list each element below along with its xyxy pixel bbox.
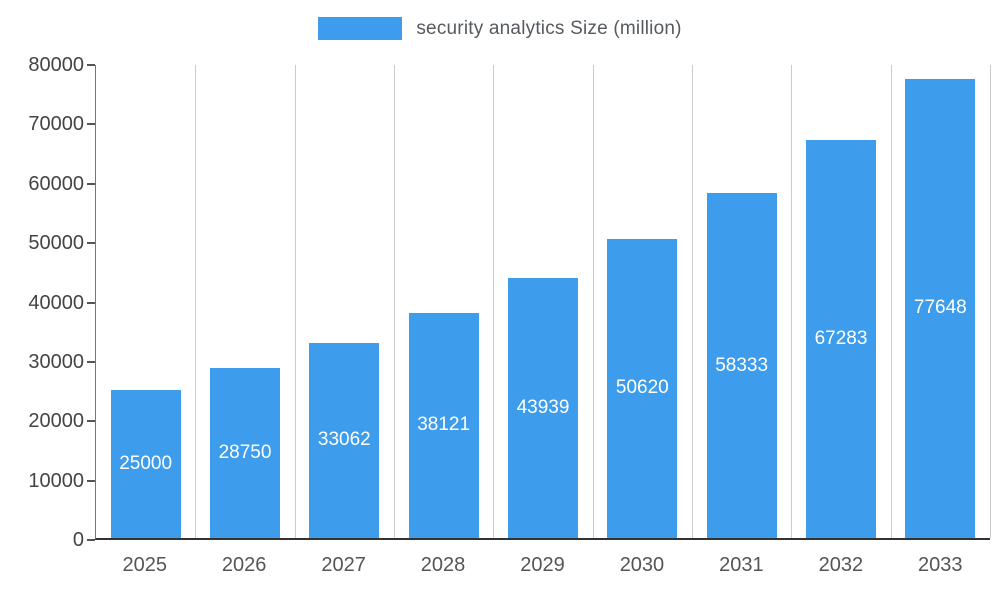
- bar-2025[interactable]: 25000: [110, 390, 181, 538]
- x-tick-label: 2029: [520, 554, 565, 576]
- bar-2028[interactable]: 38121: [408, 312, 479, 538]
- y-tick-label: 40000: [28, 291, 84, 314]
- bar-2026[interactable]: 28750: [209, 368, 280, 538]
- bar-value-label: 25000: [119, 453, 173, 475]
- bar-value-label: 38121: [417, 414, 471, 436]
- y-tick-mark: [87, 420, 95, 423]
- x-tick-label: 2032: [818, 554, 864, 576]
- y-tick-label: 80000: [28, 54, 84, 76]
- vertical-gridline: [990, 65, 991, 538]
- y-tick-label: 30000: [28, 350, 84, 373]
- vertical-gridline: [791, 65, 793, 538]
- vertical-gridline: [493, 65, 495, 538]
- bar-2029[interactable]: 43939: [508, 278, 578, 538]
- bar-value-label: 58333: [715, 354, 769, 376]
- y-tick-label: 60000: [28, 172, 84, 195]
- vertical-gridline: [294, 65, 296, 538]
- y-axis-ticks: [87, 64, 95, 541]
- x-tick-label: 2030: [619, 554, 665, 576]
- y-tick-mark: [87, 539, 95, 541]
- x-tick-label: 2026: [221, 554, 267, 576]
- y-tick-mark: [87, 242, 95, 245]
- bar-2031[interactable]: 58333: [706, 193, 777, 538]
- y-tick-label: 70000: [28, 113, 84, 136]
- y-tick-label: 20000: [28, 410, 84, 433]
- y-tick-mark: [87, 123, 95, 126]
- x-tick-label: 2028: [420, 554, 466, 576]
- legend-label: security analytics Size (million): [416, 17, 682, 39]
- y-tick-mark: [87, 360, 95, 363]
- bar-value-label: 67283: [814, 328, 868, 350]
- bar-value-label: 28750: [218, 442, 272, 463]
- y-tick-mark: [87, 301, 95, 304]
- legend-swatch-icon: [318, 17, 403, 40]
- vertical-gridline: [691, 65, 693, 538]
- vertical-gridline: [592, 65, 594, 538]
- bar-2030[interactable]: 50620: [607, 238, 678, 538]
- y-tick-label: 10000: [28, 469, 84, 492]
- y-tick-label: 0: [72, 529, 84, 551]
- y-tick-label: 50000: [28, 232, 84, 255]
- bar-value-label: 77648: [913, 297, 967, 319]
- x-tick-label: 2025: [122, 554, 167, 576]
- bar-value-label: 43939: [516, 397, 570, 419]
- plot-area: 25000 28750 33062 38121 43939 50620 58333 67283…: [95, 65, 991, 540]
- x-axis-labels: 2025 2026 2027 2028 2029 2030 2031 2032 2033: [95, 552, 990, 582]
- y-tick-mark: [87, 182, 95, 185]
- bar-2032[interactable]: 67283: [806, 140, 876, 538]
- x-tick-label: 2027: [321, 554, 366, 576]
- y-axis-labels: 0 10000 20000 30000 40000 50000 60000 70000 8000…: [0, 55, 84, 550]
- x-tick-label: 2033: [918, 554, 963, 576]
- bar-value-label: 33062: [317, 429, 371, 451]
- y-tick-mark: [87, 64, 95, 66]
- vertical-gridline: [890, 65, 892, 538]
- y-tick-mark: [87, 479, 95, 482]
- vertical-gridline: [195, 65, 197, 538]
- chart-legend: security analytics Size (million): [0, 17, 1000, 40]
- vertical-gridline: [393, 65, 395, 538]
- bar-value-label: 50620: [615, 377, 669, 399]
- bar-2033[interactable]: 77648: [905, 78, 976, 538]
- x-tick-label: 2031: [719, 554, 764, 576]
- bar-2027[interactable]: 33062: [309, 342, 380, 538]
